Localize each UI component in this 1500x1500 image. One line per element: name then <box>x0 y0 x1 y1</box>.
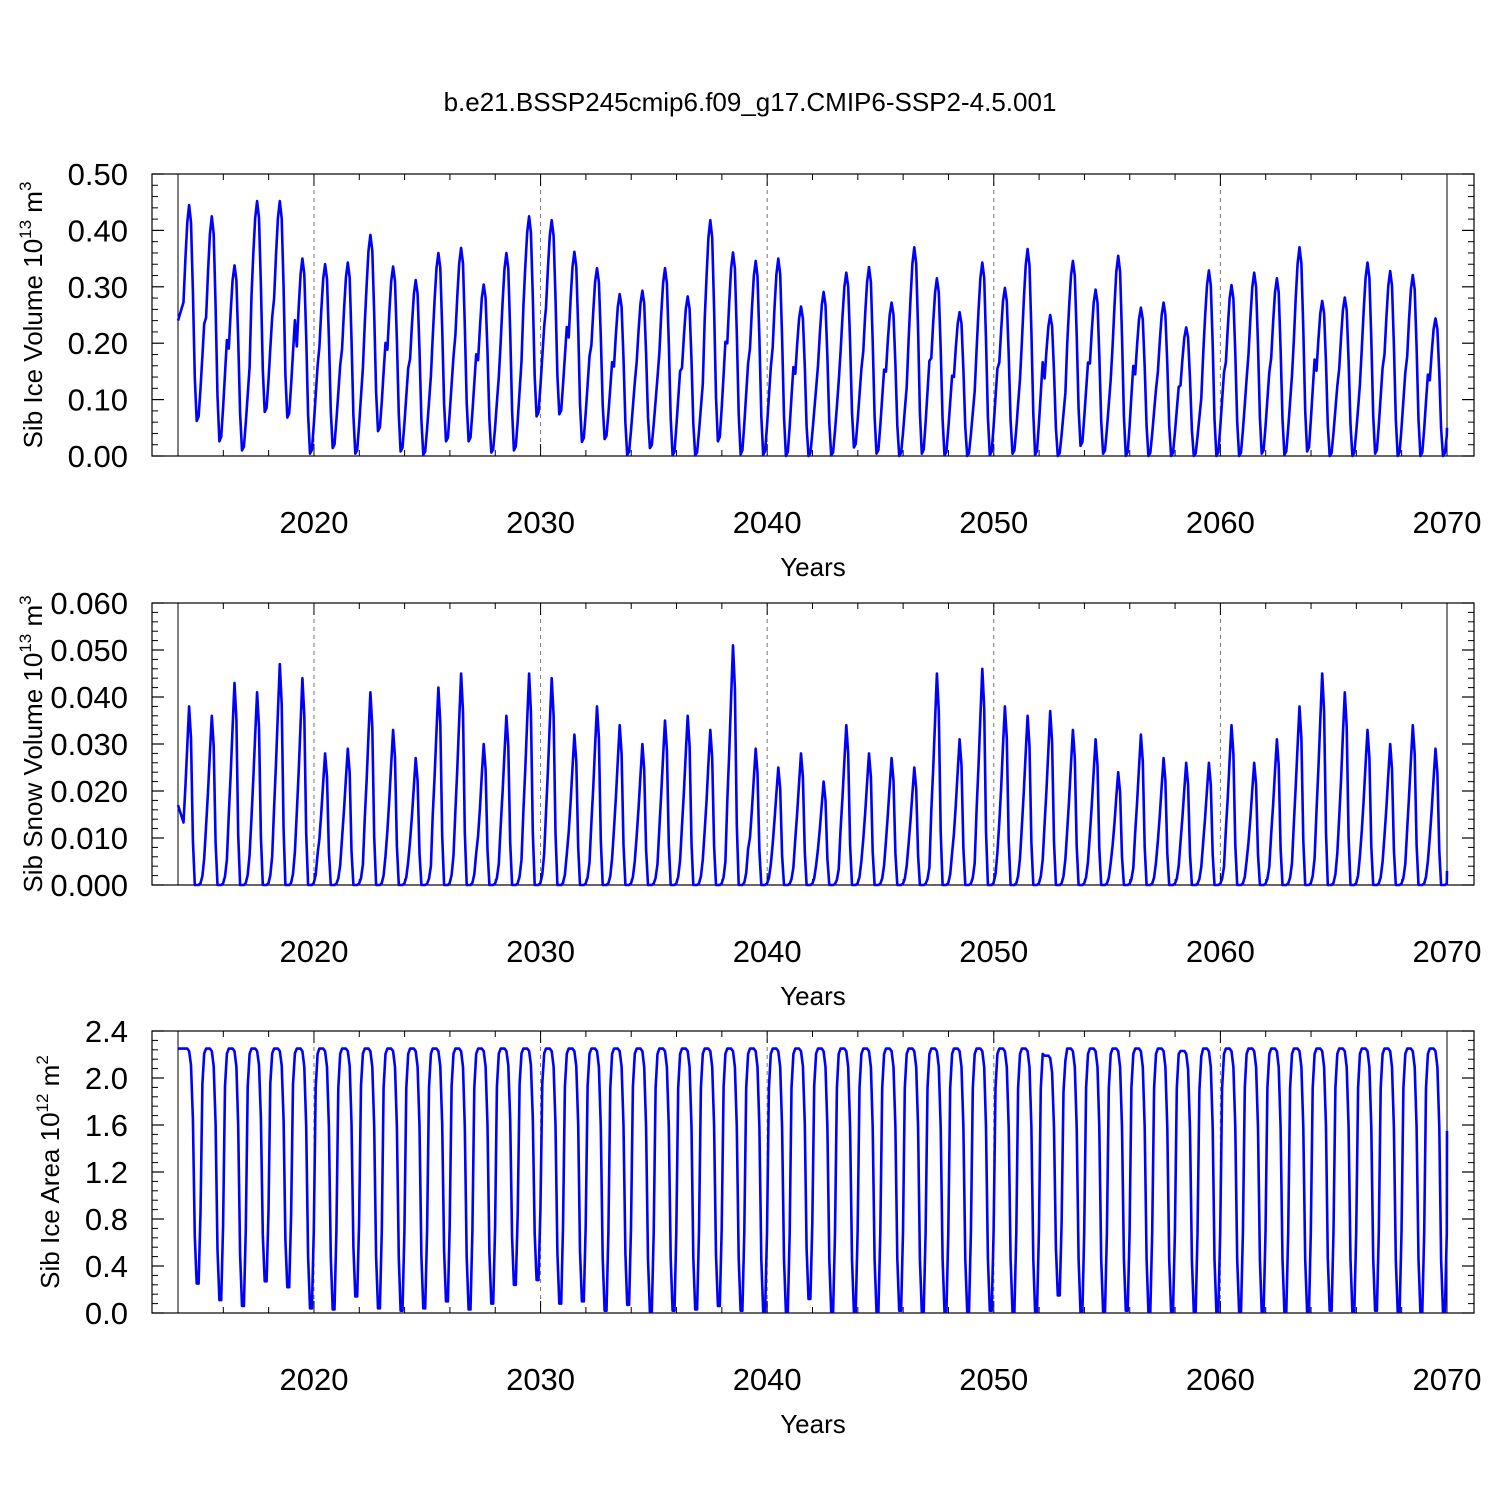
y-axis-label: Sib Snow Volume 1013 m3 <box>16 595 48 892</box>
y-tick-label: 0.040 <box>50 680 128 715</box>
x-tick-label: 2070 <box>1413 1362 1482 1397</box>
x-tick-label: 2030 <box>506 1362 575 1397</box>
y-tick-label: 0.50 <box>68 157 128 192</box>
x-tick-label: 2020 <box>279 505 348 540</box>
y-tick-label: 1.6 <box>85 1108 128 1143</box>
series-line <box>178 1047 1449 1314</box>
y-tick-label: 0.4 <box>85 1249 128 1284</box>
x-axis-label: Years <box>780 1409 846 1439</box>
y-tick-label: 0.00 <box>68 439 128 474</box>
snow-volume-panel: 0.000 0.010 0.020 0.030 0.040 0.050 0.060 2020 2… <box>16 586 1481 1011</box>
series-line <box>176 199 1449 458</box>
y-tick-label: 0.10 <box>68 383 128 418</box>
x-axis-label: Years <box>780 981 846 1011</box>
x-tick-label: 2050 <box>959 934 1028 969</box>
x-tick-label: 2030 <box>506 934 575 969</box>
y-axis-label: Sib Ice Area 1012 m2 <box>33 1055 65 1289</box>
ice-area-panel: 0.0 0.4 0.8 1.2 1.6 2.0 2.4 2020 2030 2040 2050 206… <box>33 1014 1481 1439</box>
y-tick-label: 0.020 <box>50 774 128 809</box>
x-tick-label: 2070 <box>1413 505 1482 540</box>
y-tick-label: 2.4 <box>85 1014 128 1049</box>
x-tick-label: 2060 <box>1186 505 1255 540</box>
y-tick-label: 1.2 <box>85 1155 128 1190</box>
y-tick-label: 0.0 <box>85 1296 128 1331</box>
x-tick-label: 2040 <box>733 505 802 540</box>
y-tick-label: 0.030 <box>50 727 128 762</box>
x-tick-label: 2040 <box>733 934 802 969</box>
y-axis-label: Sib Ice Volume 1013 m3 <box>16 182 48 449</box>
y-tick-label: 0.30 <box>68 270 128 305</box>
figure-title: b.e21.BSSP245cmip6.f09_g17.CMIP6-SSP2-4.… <box>444 87 1057 117</box>
x-tick-label: 2020 <box>279 1362 348 1397</box>
y-tick-label: 0.40 <box>68 213 128 248</box>
y-tick-label: 0.010 <box>50 821 128 856</box>
y-tick-label: 0.050 <box>50 633 128 668</box>
ice-volume-panel: 0.00 0.10 0.20 0.30 0.40 0.50 2020 2030 2040 2050… <box>16 157 1481 582</box>
x-axis-label: Years <box>780 552 846 582</box>
x-tick-label: 2060 <box>1186 934 1255 969</box>
y-tick-label: 0.20 <box>68 326 128 361</box>
y-tick-label: 0.000 <box>50 868 128 903</box>
x-tick-label: 2040 <box>733 1362 802 1397</box>
x-tick-label: 2050 <box>959 1362 1028 1397</box>
series-line <box>176 644 1449 887</box>
y-tick-label: 0.8 <box>85 1202 128 1237</box>
y-tick-label: 0.060 <box>50 586 128 621</box>
x-tick-label: 2030 <box>506 505 575 540</box>
x-tick-label: 2050 <box>959 505 1028 540</box>
x-tick-label: 2020 <box>279 934 348 969</box>
x-tick-label: 2070 <box>1413 934 1482 969</box>
x-tick-label: 2060 <box>1186 1362 1255 1397</box>
y-tick-label: 2.0 <box>85 1061 128 1096</box>
